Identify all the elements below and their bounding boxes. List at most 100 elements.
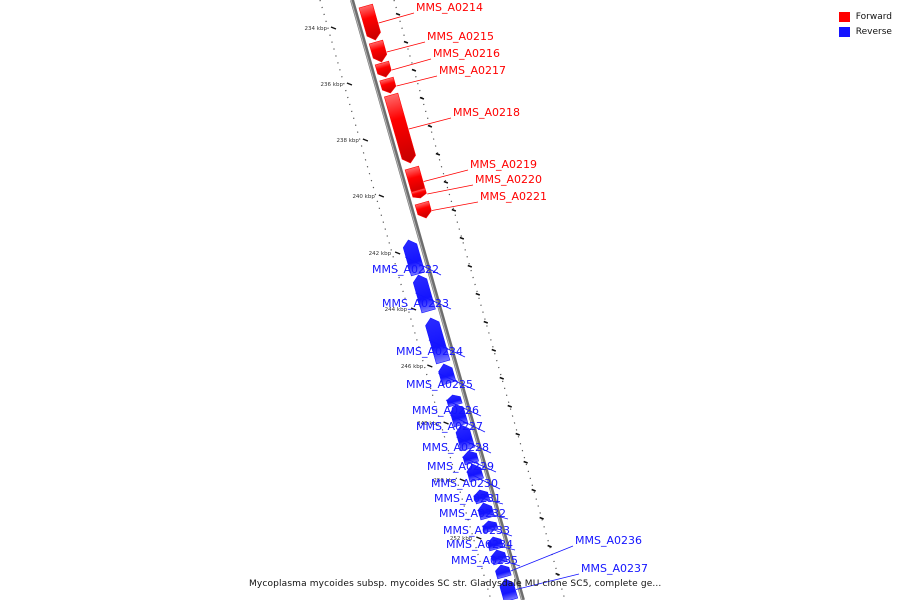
gene-label-MMS_A0216[interactable]: MMS_A0216 <box>433 47 500 60</box>
gene-feature-MMS_A0230[interactable] <box>465 462 484 483</box>
genes-layer <box>358 3 519 600</box>
labels-layer: MMS_A0214 MMS_A0215 MMS_A0216 MMS_A0217 MMS_… <box>372 1 648 590</box>
gene-arrow[interactable] <box>486 535 504 552</box>
gene-feature-MMS_A0214[interactable] <box>358 3 382 42</box>
gene-arrow[interactable] <box>477 501 495 521</box>
gene-feature-MMS_A0220[interactable] <box>411 187 427 200</box>
tick-label: 242 kbp <box>369 251 392 257</box>
gene-label-MMS_A0229[interactable]: MMS_A0229 <box>427 460 494 473</box>
tick-label: 248 kbp <box>417 421 440 427</box>
legend-forward-swatch <box>838 11 850 22</box>
tick-label: 246 kbp <box>401 364 424 370</box>
gene-leader-line <box>462 456 497 473</box>
gene-label-MMS_A0217[interactable]: MMS_A0217 <box>439 64 506 77</box>
gene-arrow[interactable] <box>454 423 476 452</box>
gene-feature-MMS_A0218[interactable] <box>384 92 417 165</box>
gene-label-MMS_A0215[interactable]: MMS_A0215 <box>427 30 494 43</box>
gene-leader-line <box>486 542 516 551</box>
gene-label-MMS_A0222[interactable]: MMS_A0222 <box>372 263 439 276</box>
gene-feature-MMS_A0232[interactable] <box>477 501 495 521</box>
gene-label-MMS_A0232[interactable]: MMS_A0232 <box>439 507 506 520</box>
gene-feature-MMS_A0216[interactable] <box>374 60 392 79</box>
gene-feature-MMS_A0224[interactable] <box>424 316 451 365</box>
ruler-minor-tick <box>403 40 409 44</box>
gene-arrow[interactable] <box>465 462 484 483</box>
gene-label-MMS_A0230[interactable]: MMS_A0230 <box>431 477 498 490</box>
gene-label-MMS_A0237[interactable]: MMS_A0237 <box>581 562 648 575</box>
ruler-major-tick <box>459 478 466 482</box>
gene-label-MMS_A0235[interactable]: MMS_A0235 <box>451 554 518 567</box>
gene-feature-MMS_A0228[interactable] <box>454 423 476 452</box>
ruler-minor-tick <box>435 152 441 156</box>
ruler-minor-tick <box>523 460 528 464</box>
gene-arrow[interactable] <box>494 563 512 580</box>
gene-feature-MMS_A0235[interactable] <box>490 548 508 566</box>
legend-reverse: Reverse <box>838 24 892 39</box>
gene-label-MMS_A0228[interactable]: MMS_A0228 <box>422 441 489 454</box>
ruler-major-tick <box>410 307 417 311</box>
legend-reverse-swatch <box>838 26 850 37</box>
gene-label-MMS_A0234[interactable]: MMS_A0234 <box>446 538 513 551</box>
gene-arrow[interactable] <box>462 449 480 466</box>
gene-arrow[interactable] <box>374 60 392 79</box>
gene-leader-line <box>438 373 476 391</box>
gene-label-MMS_A0214[interactable]: MMS_A0214 <box>416 1 483 14</box>
gene-label-MMS_A0224[interactable]: MMS_A0224 <box>396 345 463 358</box>
gene-label-MMS_A0218[interactable]: MMS_A0218 <box>453 106 520 119</box>
ruler-major-tick <box>330 26 337 30</box>
gene-label-MMS_A0220[interactable]: MMS_A0220 <box>475 173 542 186</box>
gene-label-MMS_A0221[interactable]: MMS_A0221 <box>480 190 547 203</box>
gene-feature-MMS_A0223[interactable] <box>412 273 436 314</box>
ruler-minor-tick <box>411 68 417 72</box>
gene-arrow[interactable] <box>384 92 417 165</box>
gene-label-MMS_A0233[interactable]: MMS_A0233 <box>443 524 510 537</box>
gene-arrow[interactable] <box>414 200 433 220</box>
gene-label-MMS_A0227[interactable]: MMS_A0227 <box>416 420 483 433</box>
gene-arrow[interactable] <box>424 316 451 365</box>
ruler-major-tick <box>378 194 385 198</box>
legend: Forward Reverse <box>838 9 892 39</box>
gene-leader-line <box>408 117 452 130</box>
gene-arrow[interactable] <box>402 238 426 277</box>
tick-label: 236 kbp <box>321 82 344 88</box>
gene-leader-line <box>477 510 509 520</box>
gene-feature-MMS_A0215[interactable] <box>368 39 388 64</box>
gene-feature-MMS_A0229[interactable] <box>462 449 480 466</box>
gene-arrow[interactable] <box>412 273 436 314</box>
tick-label: 250 kbp <box>433 478 456 484</box>
tick-label: 244 kbp <box>385 307 408 313</box>
gene-arrow[interactable] <box>368 39 388 64</box>
gene-arrow[interactable] <box>379 76 397 95</box>
gene-arrow[interactable] <box>411 187 427 200</box>
gene-label-MMS_A0219[interactable]: MMS_A0219 <box>470 158 537 171</box>
gene-feature-MMS_A0234[interactable] <box>486 535 504 552</box>
gene-feature-MMS_A0236[interactable] <box>494 563 512 580</box>
gene-leader-line <box>481 525 513 537</box>
ruler-major-tick <box>346 82 353 86</box>
gene-label-MMS_A0225[interactable]: MMS_A0225 <box>406 378 473 391</box>
gene-feature-MMS_A0221[interactable] <box>414 200 433 220</box>
ruler-minor-tick <box>467 264 473 268</box>
gene-feature-MMS_A0222[interactable] <box>402 238 426 277</box>
legend-reverse-label: Reverse <box>855 26 892 37</box>
gene-leader-line <box>456 436 492 454</box>
gene-leader-line <box>473 495 504 505</box>
gene-leader-line <box>396 75 438 87</box>
gene-feature-MMS_A0231[interactable] <box>473 488 491 505</box>
gene-arrow[interactable] <box>358 3 382 42</box>
gene-label-MMS_A0223[interactable]: MMS_A0223 <box>382 297 449 310</box>
gene-leader-line <box>423 169 469 182</box>
gene-label-MMS_A0231[interactable]: MMS_A0231 <box>434 492 501 505</box>
gene-label-MMS_A0226[interactable]: MMS_A0226 <box>412 404 479 417</box>
legend-forward-label: Forward <box>855 11 892 22</box>
ruler-major-tick <box>476 536 482 540</box>
ruler-minor-tick <box>499 376 505 380</box>
gene-arrow[interactable] <box>473 488 491 505</box>
gene-label-MMS_A0236[interactable]: MMS_A0236 <box>575 534 642 547</box>
ruler-minor-tick <box>531 488 536 492</box>
gene-feature-MMS_A0217[interactable] <box>379 76 397 95</box>
ruler-major-tick <box>362 138 369 142</box>
gene-arrow[interactable] <box>490 548 508 566</box>
ruler-minor-tick <box>491 348 497 352</box>
